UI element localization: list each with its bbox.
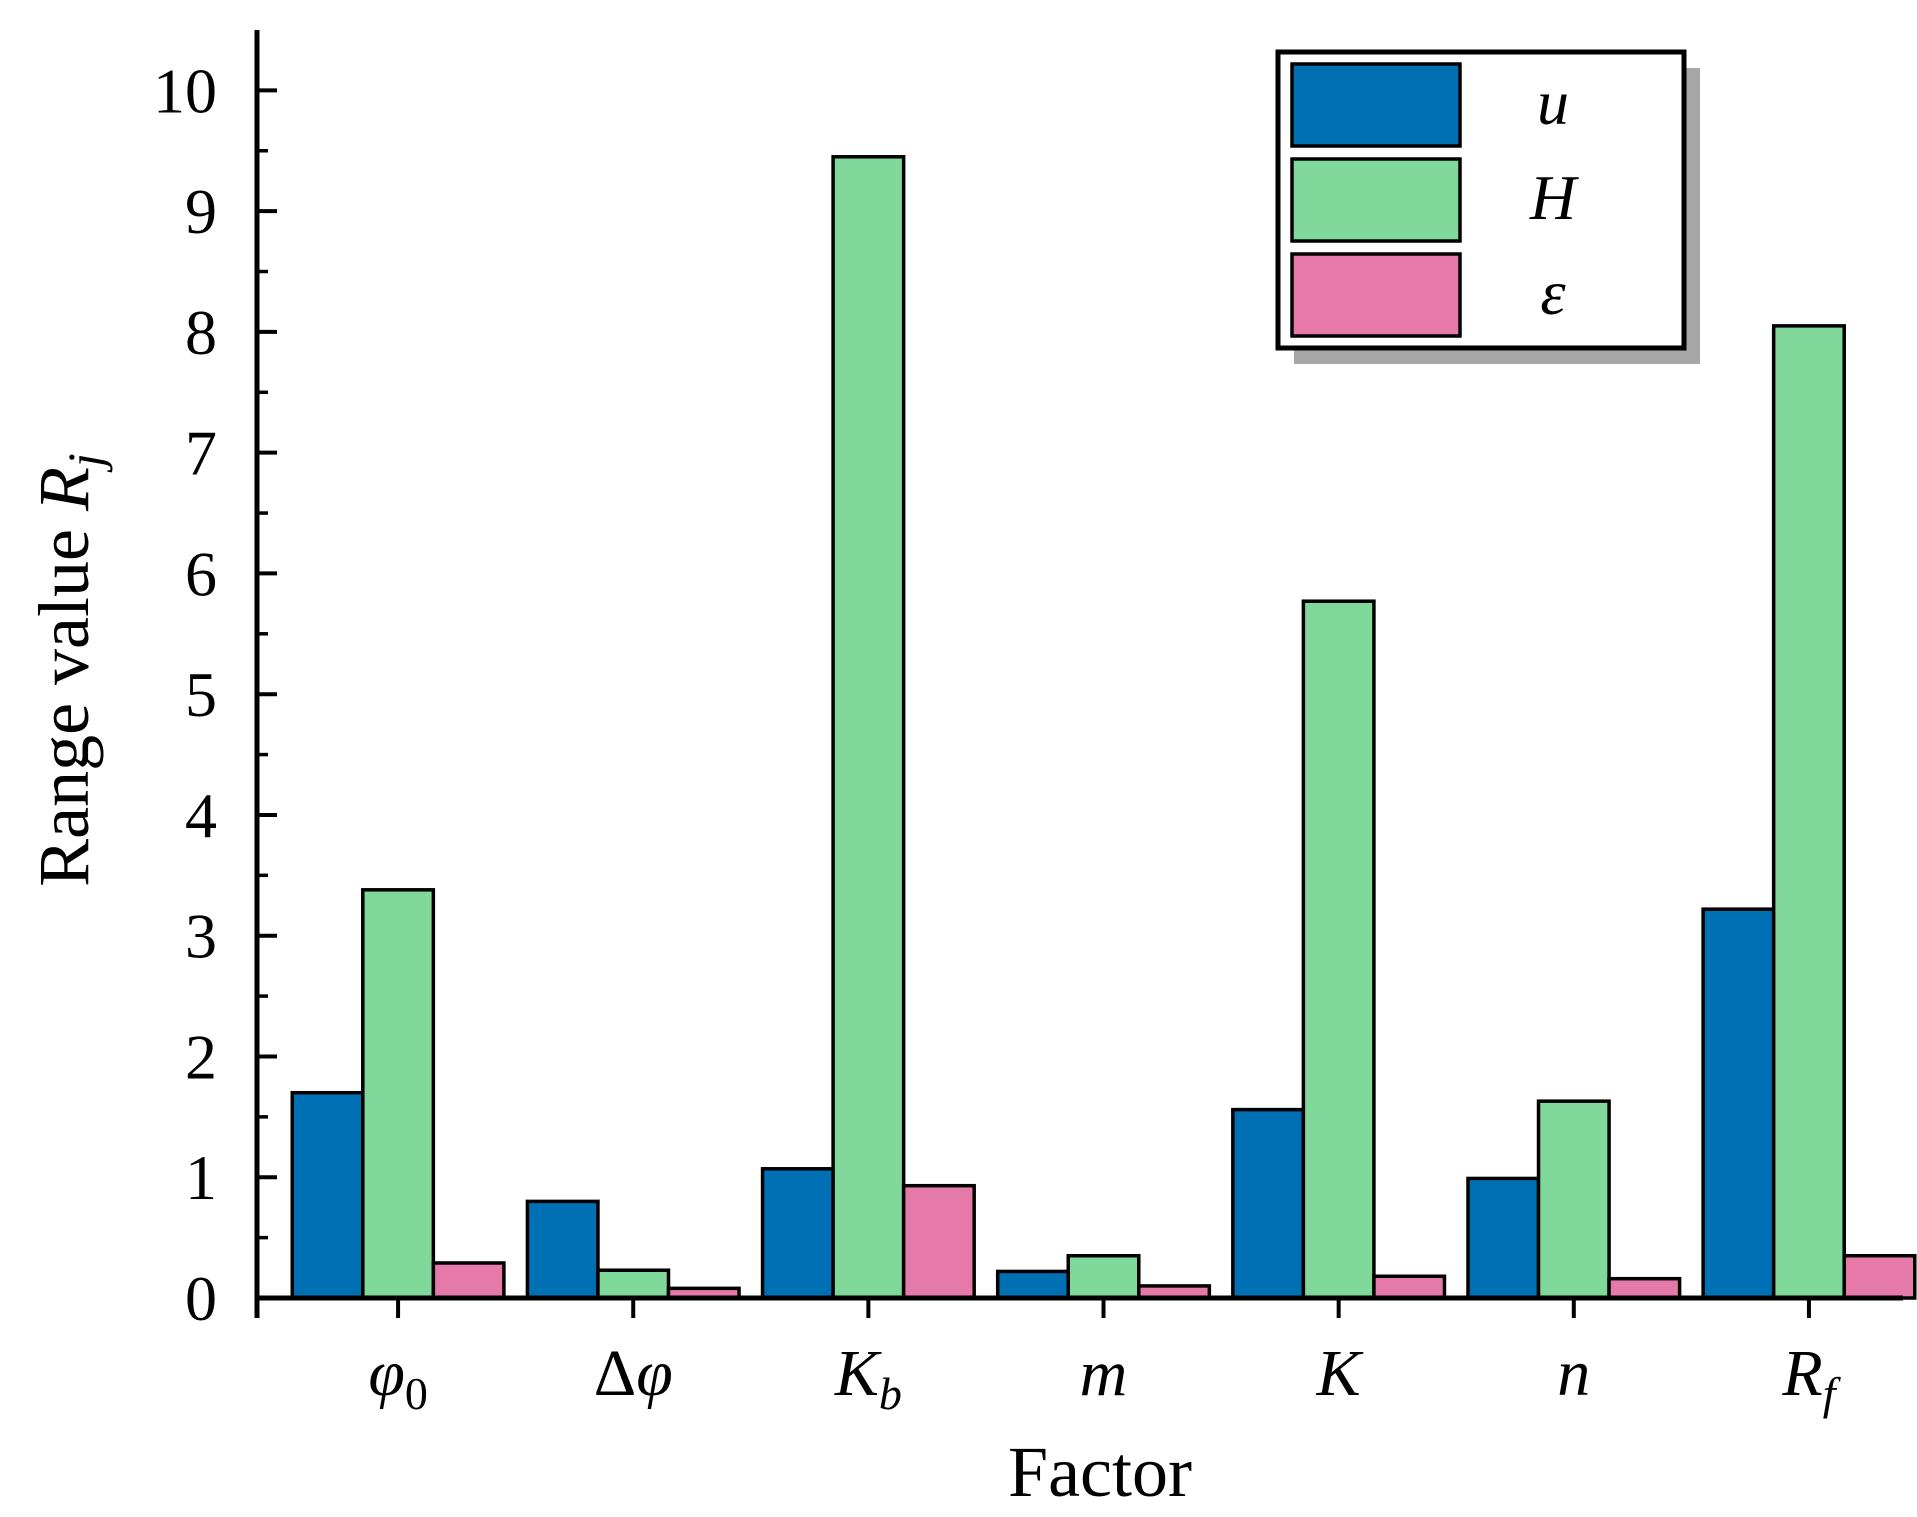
y-tick-label: 1 [185, 1142, 217, 1213]
y-tick-label: 6 [185, 538, 217, 609]
bar-u-6 [1701, 907, 1776, 1300]
y-tick-label: 5 [185, 659, 217, 730]
y-tick-label: 9 [185, 176, 217, 247]
legend-swatch-H [1290, 157, 1462, 243]
y-axis-title: Range value Rj [24, 453, 113, 887]
bar-H-2 [831, 155, 906, 1300]
bar-H-3 [1066, 1253, 1141, 1300]
y-tick-label: 3 [185, 901, 217, 972]
bar-ε-2 [901, 1183, 976, 1300]
bar-H-4 [1301, 599, 1376, 1300]
bar-ε-5 [1607, 1276, 1682, 1300]
y-tick-label: 7 [185, 418, 217, 489]
legend-label-u: u [1537, 67, 1569, 138]
x-axis-title: Factor [1008, 1432, 1192, 1512]
y-tick-label: 0 [185, 1263, 217, 1334]
bar-u-0 [290, 1090, 365, 1300]
bar-H-6 [1771, 324, 1846, 1300]
legend-swatch-ε [1290, 252, 1462, 338]
x-tick-label: n [1557, 1337, 1590, 1410]
y-tick-label: 8 [185, 297, 217, 368]
legend: uHε [1275, 49, 1700, 364]
x-tick-label: Rf [1781, 1337, 1841, 1419]
axes-layer [254, 30, 1903, 1318]
legend-label-H: H [1529, 162, 1580, 233]
y-tick-label: 2 [185, 1021, 217, 1092]
y-tick-label: 10 [153, 55, 217, 126]
bar-u-3 [995, 1269, 1070, 1300]
bar-ε-0 [431, 1261, 506, 1300]
legend-swatch-u [1290, 62, 1462, 148]
x-tick-label: m [1080, 1337, 1128, 1410]
bar-ε-4 [1372, 1274, 1447, 1300]
bar-u-4 [1231, 1107, 1306, 1300]
bar-H-1 [596, 1268, 671, 1300]
bars-layer [290, 155, 1917, 1300]
x-tick-label: K [1316, 1337, 1364, 1410]
y-tick-label: 4 [185, 780, 217, 851]
bar-u-1 [525, 1199, 600, 1300]
bar-u-5 [1466, 1176, 1541, 1300]
bar-H-5 [1536, 1099, 1611, 1300]
bar-ε-6 [1842, 1253, 1917, 1300]
bar-H-0 [361, 888, 436, 1300]
bar-u-2 [760, 1167, 835, 1300]
x-tick-label: Δφ [594, 1337, 673, 1410]
x-tick-label: φ0 [368, 1337, 428, 1419]
legend-label-ε: ε [1540, 257, 1566, 328]
x-tick-label: Kb [834, 1337, 902, 1419]
